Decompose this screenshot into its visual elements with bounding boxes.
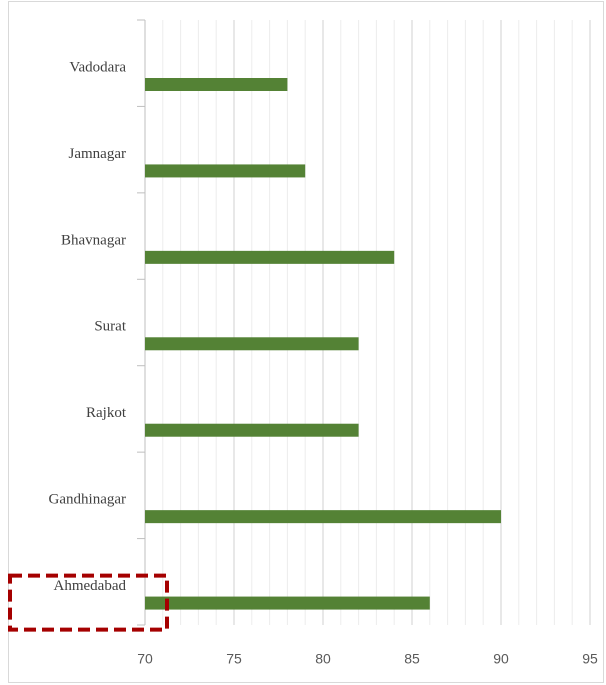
y-tick-label: Jamnagar <box>69 146 126 162</box>
y-tick-label: Surat <box>94 319 126 335</box>
y-tick-label: Rajkot <box>86 405 127 421</box>
bar <box>145 250 395 264</box>
bar <box>145 337 359 351</box>
y-tick-label: Ahmedabad <box>54 578 127 594</box>
x-tick-label: 80 <box>315 651 331 667</box>
x-tick-label: 75 <box>226 651 242 667</box>
y-tick-label: Bhavnagar <box>61 232 126 248</box>
x-tick-label: 90 <box>493 651 509 667</box>
chart-frame <box>8 1 604 683</box>
bar <box>145 78 288 91</box>
x-tick-label: 95 <box>582 651 598 667</box>
bar <box>145 596 430 610</box>
bar <box>145 423 359 437</box>
y-tick-label: Vadodara <box>69 59 126 75</box>
bar <box>145 164 306 178</box>
x-tick-label: 70 <box>137 651 153 667</box>
y-tick-label: Gandhinagar <box>49 492 126 508</box>
x-tick-label: 85 <box>404 651 420 667</box>
highlight-box <box>8 573 169 632</box>
bar <box>145 510 501 524</box>
